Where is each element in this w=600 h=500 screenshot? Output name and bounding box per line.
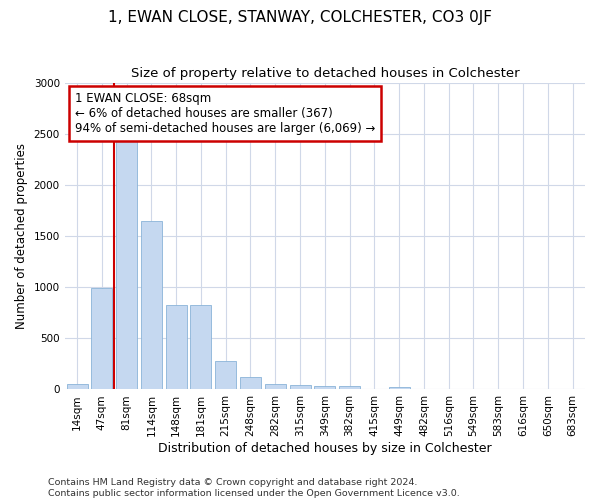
Y-axis label: Number of detached properties: Number of detached properties: [15, 144, 28, 330]
Text: 1, EWAN CLOSE, STANWAY, COLCHESTER, CO3 0JF: 1, EWAN CLOSE, STANWAY, COLCHESTER, CO3 …: [108, 10, 492, 25]
Bar: [67, 384, 88, 390]
Title: Size of property relative to detached houses in Colchester: Size of property relative to detached ho…: [131, 68, 519, 80]
Bar: [314, 386, 335, 390]
Bar: [166, 304, 187, 390]
Bar: [116, 139, 137, 390]
Bar: [215, 362, 236, 390]
Bar: [265, 384, 286, 390]
Bar: [141, 221, 162, 390]
Bar: [190, 304, 211, 390]
X-axis label: Distribution of detached houses by size in Colchester: Distribution of detached houses by size …: [158, 442, 491, 455]
Text: 1 EWAN CLOSE: 68sqm
← 6% of detached houses are smaller (367)
94% of semi-detach: 1 EWAN CLOSE: 68sqm ← 6% of detached hou…: [75, 92, 376, 135]
Bar: [290, 385, 311, 390]
Text: Contains HM Land Registry data © Crown copyright and database right 2024.
Contai: Contains HM Land Registry data © Crown c…: [48, 478, 460, 498]
Bar: [240, 377, 261, 390]
Bar: [339, 386, 360, 390]
Bar: [91, 288, 112, 390]
Bar: [389, 387, 410, 390]
